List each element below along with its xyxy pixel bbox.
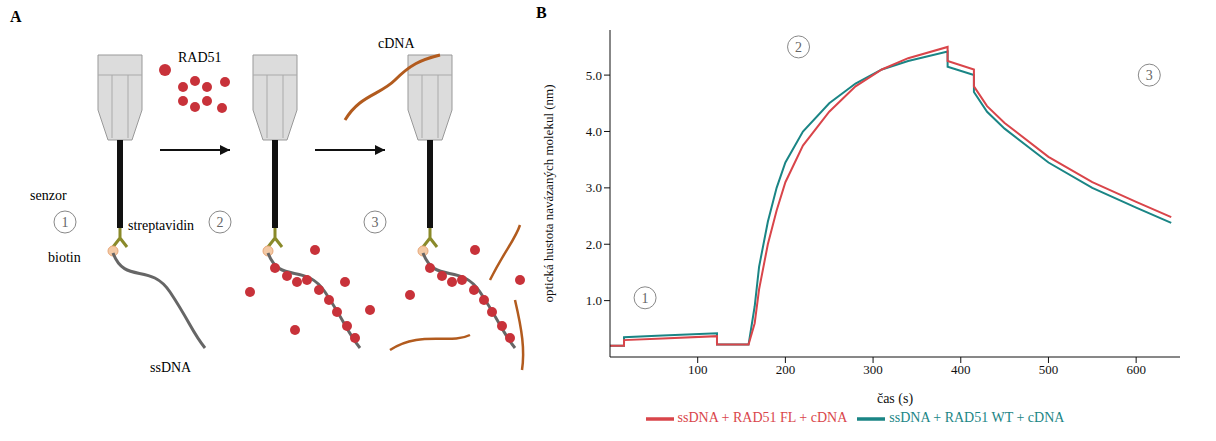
svg-text:streptavidin: streptavidin — [128, 218, 194, 233]
svg-text:senzor: senzor — [30, 188, 67, 203]
html-text:B: B — [536, 4, 547, 21]
svg-text:3: 3 — [372, 215, 379, 230]
svg-text:2: 2 — [217, 215, 224, 230]
svg-text:5.0: 5.0 — [586, 68, 602, 83]
svg-text:1.0: 1.0 — [586, 293, 602, 308]
svg-text:4.0: 4.0 — [586, 124, 602, 139]
svg-text:3: 3 — [1146, 68, 1153, 83]
svg-text:ssDNA: ssDNA — [150, 360, 192, 375]
svg-text:cDNA: cDNA — [378, 36, 415, 51]
svg-text:1: 1 — [642, 291, 649, 306]
svg-text:200: 200 — [776, 362, 796, 377]
html-text:ssDNA + RAD51 WT + cDNA: ssDNA + RAD51 WT + cDNA — [889, 410, 1065, 426]
html-text:ssDNA + RAD51 FL + cDNA: ssDNA + RAD51 FL + cDNA — [677, 410, 848, 426]
svg-text:RAD51: RAD51 — [178, 50, 222, 65]
svg-text:2.0: 2.0 — [586, 237, 602, 252]
svg-text:2: 2 — [795, 40, 802, 55]
svg-text:500: 500 — [1039, 362, 1059, 377]
svg-text:biotin: biotin — [48, 250, 81, 265]
svg-text:3.0: 3.0 — [586, 180, 602, 195]
svg-text:čas (s): čas (s) — [877, 391, 913, 407]
svg-text:600: 600 — [1126, 362, 1146, 377]
svg-text:100: 100 — [688, 362, 708, 377]
svg-text:400: 400 — [951, 362, 971, 377]
svg-text:A: A — [10, 8, 22, 25]
svg-text:300: 300 — [863, 362, 883, 377]
svg-text:optická hustota navázaných mol: optická hustota navázaných molekul (nm) — [541, 84, 556, 302]
svg-text:1: 1 — [62, 215, 69, 230]
